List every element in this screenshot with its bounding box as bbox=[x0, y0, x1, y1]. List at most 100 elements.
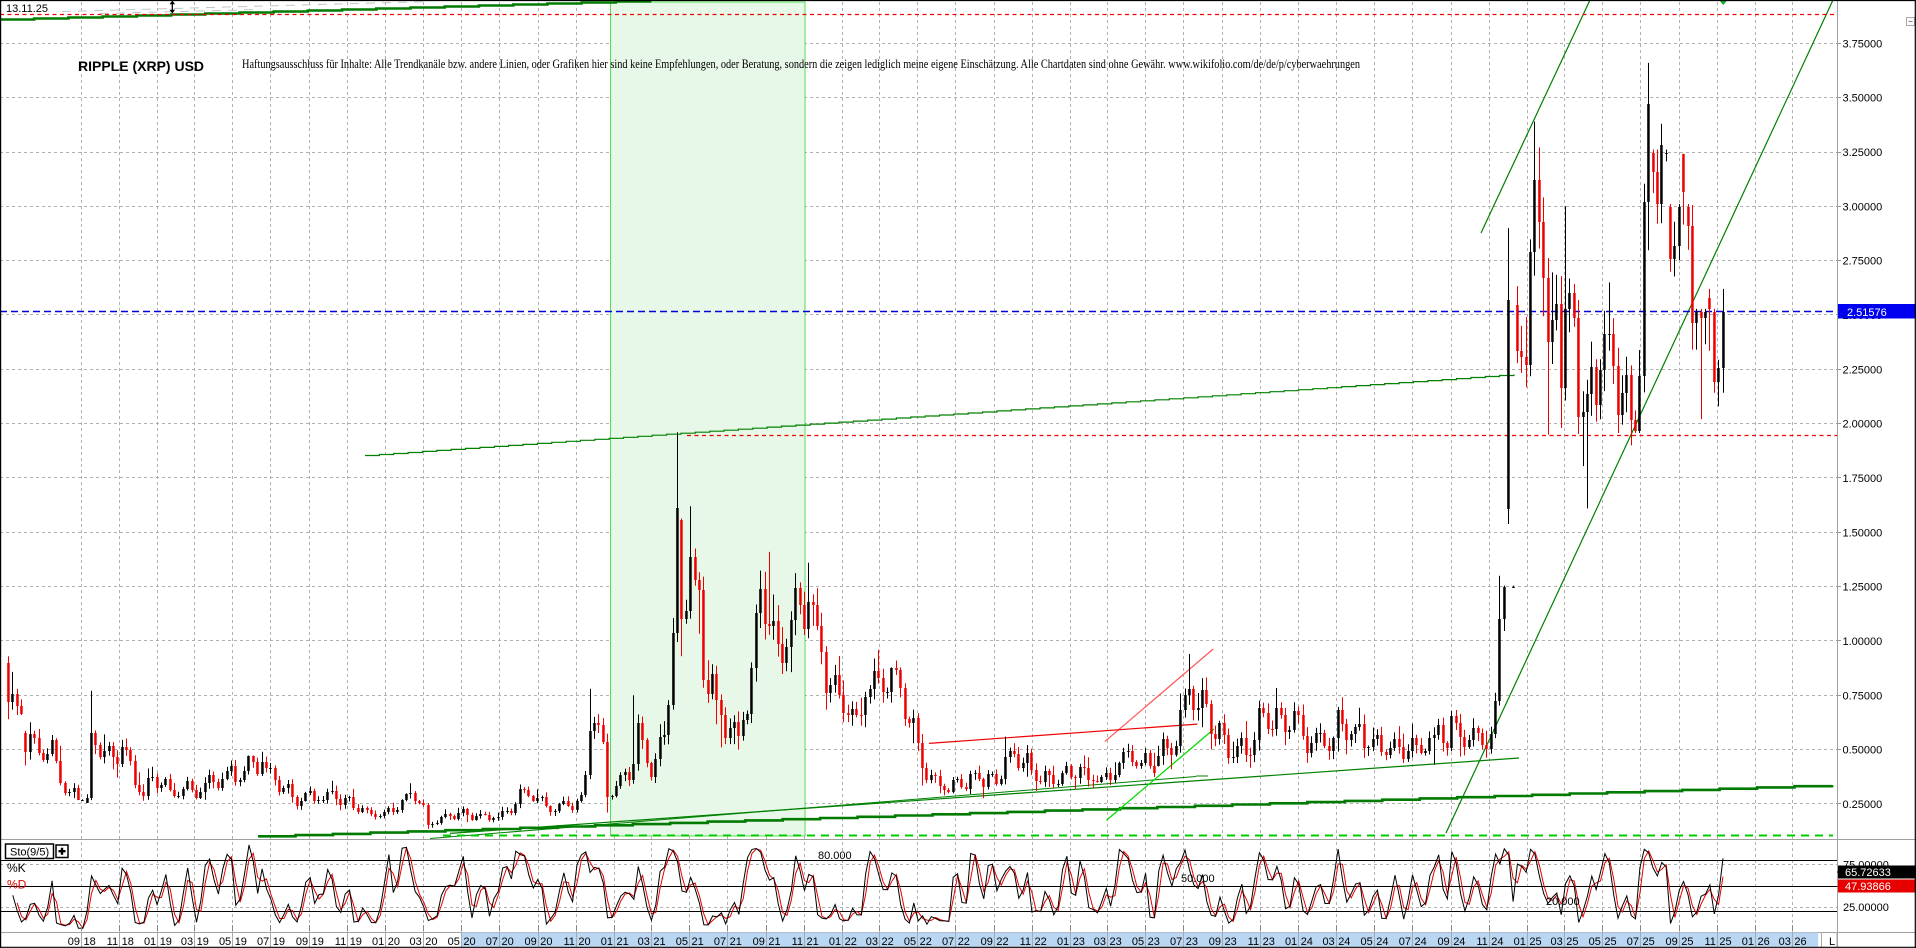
svg-text:09: 09 bbox=[68, 936, 80, 948]
svg-text:11: 11 bbox=[1248, 936, 1259, 948]
svg-text:%K: %K bbox=[7, 861, 26, 875]
svg-text:25: 25 bbox=[1643, 936, 1655, 948]
svg-text:20.000: 20.000 bbox=[1546, 896, 1580, 908]
svg-text:03: 03 bbox=[410, 936, 422, 948]
svg-text:11: 11 bbox=[335, 936, 346, 948]
svg-text:21: 21 bbox=[653, 936, 665, 948]
svg-text:11: 11 bbox=[1704, 936, 1715, 948]
svg-text:25: 25 bbox=[1566, 936, 1578, 948]
svg-text:22: 22 bbox=[882, 936, 894, 948]
svg-text:07: 07 bbox=[942, 936, 954, 948]
svg-text:20: 20 bbox=[388, 936, 400, 948]
svg-text:2.25000: 2.25000 bbox=[1843, 364, 1883, 376]
svg-text:07: 07 bbox=[1627, 936, 1639, 948]
svg-text:L: L bbox=[1829, 936, 1835, 948]
svg-text:50.000: 50.000 bbox=[1181, 873, 1215, 885]
svg-text:24: 24 bbox=[1338, 936, 1350, 948]
svg-text:01: 01 bbox=[1285, 936, 1297, 948]
svg-text:19: 19 bbox=[312, 936, 324, 948]
svg-text:09: 09 bbox=[1437, 936, 1449, 948]
svg-text:24: 24 bbox=[1301, 936, 1313, 948]
svg-text:23: 23 bbox=[1263, 936, 1275, 948]
svg-text:24: 24 bbox=[1376, 936, 1388, 948]
svg-text:22: 22 bbox=[996, 936, 1008, 948]
svg-text:07: 07 bbox=[1399, 936, 1411, 948]
svg-text:07: 07 bbox=[257, 936, 269, 948]
svg-text:23: 23 bbox=[1110, 936, 1122, 948]
svg-text:21: 21 bbox=[730, 936, 742, 948]
svg-text:07: 07 bbox=[1170, 936, 1182, 948]
svg-text:1.25000: 1.25000 bbox=[1843, 582, 1883, 594]
svg-text:3.00000: 3.00000 bbox=[1843, 201, 1883, 213]
svg-text:03: 03 bbox=[1551, 936, 1563, 948]
svg-text:01: 01 bbox=[144, 936, 156, 948]
svg-text:24: 24 bbox=[1415, 936, 1427, 948]
svg-text:20: 20 bbox=[578, 936, 590, 948]
svg-text:1.50000: 1.50000 bbox=[1843, 527, 1883, 539]
svg-text:23: 23 bbox=[1225, 936, 1237, 948]
svg-text:2.75000: 2.75000 bbox=[1843, 256, 1883, 268]
svg-text:%D: %D bbox=[7, 878, 27, 892]
svg-text:25: 25 bbox=[1681, 936, 1693, 948]
svg-text:3.75000: 3.75000 bbox=[1843, 38, 1883, 50]
svg-text:26: 26 bbox=[1794, 936, 1806, 948]
svg-text:09: 09 bbox=[981, 936, 993, 948]
svg-text:03: 03 bbox=[866, 936, 878, 948]
svg-text:09: 09 bbox=[525, 936, 537, 948]
svg-text:19: 19 bbox=[160, 936, 172, 948]
svg-text:21: 21 bbox=[617, 936, 629, 948]
svg-text:01: 01 bbox=[829, 936, 841, 948]
svg-text:RIPPLE (XRP) USD: RIPPLE (XRP) USD bbox=[78, 58, 204, 74]
svg-text:25.00000: 25.00000 bbox=[1843, 902, 1889, 914]
svg-text:25: 25 bbox=[1719, 936, 1731, 948]
svg-text:Sto(9/5): Sto(9/5) bbox=[10, 847, 49, 859]
svg-text:24: 24 bbox=[1453, 936, 1465, 948]
svg-text:20: 20 bbox=[463, 936, 475, 948]
svg-text:03: 03 bbox=[638, 936, 650, 948]
svg-text:47.93866: 47.93866 bbox=[1845, 881, 1891, 893]
svg-text:25: 25 bbox=[1604, 936, 1616, 948]
svg-text:01: 01 bbox=[1742, 936, 1754, 948]
svg-text:01: 01 bbox=[372, 936, 384, 948]
svg-text:05: 05 bbox=[676, 936, 688, 948]
svg-text:11: 11 bbox=[1020, 936, 1031, 948]
svg-text:1.75000: 1.75000 bbox=[1843, 473, 1883, 485]
svg-text:05: 05 bbox=[1361, 936, 1373, 948]
svg-text:21: 21 bbox=[807, 936, 819, 948]
svg-text:24: 24 bbox=[1491, 936, 1503, 948]
svg-text:09: 09 bbox=[753, 936, 765, 948]
svg-text:01: 01 bbox=[601, 936, 613, 948]
svg-text:05: 05 bbox=[904, 936, 916, 948]
svg-text:20: 20 bbox=[425, 936, 437, 948]
svg-text:80.000: 80.000 bbox=[818, 850, 852, 862]
svg-text:22: 22 bbox=[845, 936, 857, 948]
svg-text:11: 11 bbox=[107, 936, 118, 948]
svg-text:22: 22 bbox=[958, 936, 970, 948]
svg-text:2.51576: 2.51576 bbox=[1847, 307, 1887, 319]
svg-text:3.50000: 3.50000 bbox=[1843, 93, 1883, 105]
svg-text:13.11.25: 13.11.25 bbox=[6, 3, 48, 15]
svg-text:19: 19 bbox=[350, 936, 362, 948]
svg-text:26: 26 bbox=[1758, 936, 1770, 948]
svg-text:01: 01 bbox=[1057, 936, 1069, 948]
svg-text:19: 19 bbox=[197, 936, 209, 948]
svg-text:21: 21 bbox=[692, 936, 704, 948]
svg-text:09: 09 bbox=[1666, 936, 1678, 948]
svg-text:11: 11 bbox=[1476, 936, 1487, 948]
svg-text:1.00000: 1.00000 bbox=[1843, 636, 1883, 648]
svg-text:0.75000: 0.75000 bbox=[1843, 690, 1883, 702]
svg-text:21: 21 bbox=[768, 936, 780, 948]
svg-text:23: 23 bbox=[1148, 936, 1160, 948]
svg-text:22: 22 bbox=[1035, 936, 1047, 948]
svg-text:0.50000: 0.50000 bbox=[1843, 745, 1883, 757]
svg-text:09: 09 bbox=[296, 936, 308, 948]
svg-text:05: 05 bbox=[448, 936, 460, 948]
svg-text:3.25000: 3.25000 bbox=[1843, 147, 1883, 159]
svg-text:19: 19 bbox=[235, 936, 247, 948]
svg-text:0.25000: 0.25000 bbox=[1843, 799, 1883, 811]
svg-text:01: 01 bbox=[1514, 936, 1526, 948]
svg-text:18: 18 bbox=[84, 936, 96, 948]
svg-text:23: 23 bbox=[1186, 936, 1198, 948]
svg-text:18: 18 bbox=[122, 936, 134, 948]
svg-text:2.00000: 2.00000 bbox=[1843, 419, 1883, 431]
